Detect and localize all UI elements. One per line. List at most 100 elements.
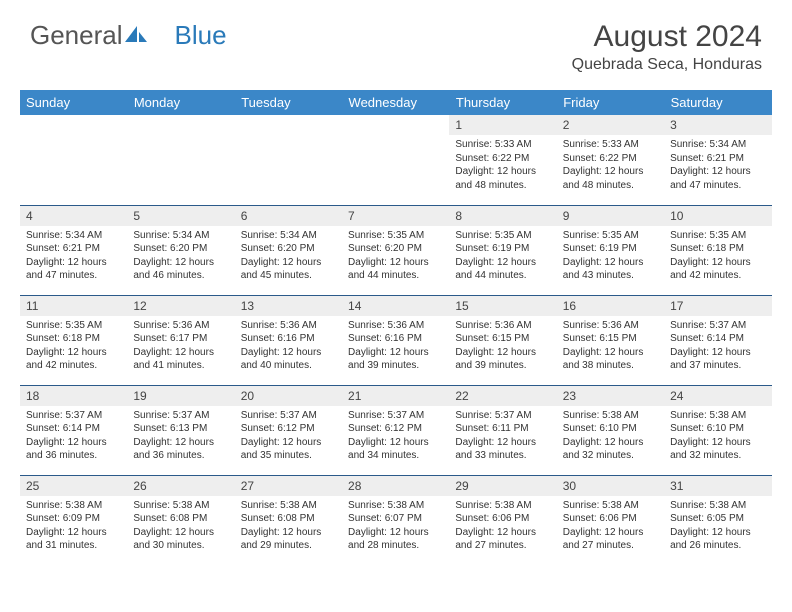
day-details: Sunrise: 5:34 AMSunset: 6:20 PMDaylight:…: [127, 226, 234, 286]
day-number: 25: [20, 476, 127, 496]
day-details: Sunrise: 5:34 AMSunset: 6:21 PMDaylight:…: [20, 226, 127, 286]
day-details: Sunrise: 5:35 AMSunset: 6:19 PMDaylight:…: [557, 226, 664, 286]
day-details: Sunrise: 5:34 AMSunset: 6:20 PMDaylight:…: [235, 226, 342, 286]
calendar-row: 25Sunrise: 5:38 AMSunset: 6:09 PMDayligh…: [20, 475, 772, 565]
day-details: Sunrise: 5:38 AMSunset: 6:07 PMDaylight:…: [342, 496, 449, 556]
day-details: Sunrise: 5:37 AMSunset: 6:13 PMDaylight:…: [127, 406, 234, 466]
month-title: August 2024: [572, 20, 762, 54]
day-number: 5: [127, 206, 234, 226]
calendar-cell: 23Sunrise: 5:38 AMSunset: 6:10 PMDayligh…: [557, 385, 664, 475]
day-number: 6: [235, 206, 342, 226]
day-number: 21: [342, 386, 449, 406]
calendar-cell: 26Sunrise: 5:38 AMSunset: 6:08 PMDayligh…: [127, 475, 234, 565]
day-details: Sunrise: 5:36 AMSunset: 6:17 PMDaylight:…: [127, 316, 234, 376]
day-number: 29: [449, 476, 556, 496]
calendar-cell: 25Sunrise: 5:38 AMSunset: 6:09 PMDayligh…: [20, 475, 127, 565]
day-number: 20: [235, 386, 342, 406]
calendar-cell: 27Sunrise: 5:38 AMSunset: 6:08 PMDayligh…: [235, 475, 342, 565]
day-details: Sunrise: 5:35 AMSunset: 6:20 PMDaylight:…: [342, 226, 449, 286]
day-details: Sunrise: 5:35 AMSunset: 6:19 PMDaylight:…: [449, 226, 556, 286]
calendar-row: 1Sunrise: 5:33 AMSunset: 6:22 PMDaylight…: [20, 115, 772, 205]
day-number: 1: [449, 115, 556, 135]
calendar-cell: 4Sunrise: 5:34 AMSunset: 6:21 PMDaylight…: [20, 205, 127, 295]
calendar-cell: 28Sunrise: 5:38 AMSunset: 6:07 PMDayligh…: [342, 475, 449, 565]
day-details: Sunrise: 5:36 AMSunset: 6:15 PMDaylight:…: [449, 316, 556, 376]
day-details: Sunrise: 5:38 AMSunset: 6:10 PMDaylight:…: [557, 406, 664, 466]
day-number: 31: [664, 476, 771, 496]
day-number: 7: [342, 206, 449, 226]
weekday-header-row: Sunday Monday Tuesday Wednesday Thursday…: [20, 90, 772, 115]
calendar-cell: 31Sunrise: 5:38 AMSunset: 6:05 PMDayligh…: [664, 475, 771, 565]
calendar-cell: 3Sunrise: 5:34 AMSunset: 6:21 PMDaylight…: [664, 115, 771, 205]
calendar-row: 4Sunrise: 5:34 AMSunset: 6:21 PMDaylight…: [20, 205, 772, 295]
day-number: 9: [557, 206, 664, 226]
day-details: Sunrise: 5:37 AMSunset: 6:14 PMDaylight:…: [20, 406, 127, 466]
day-details: Sunrise: 5:36 AMSunset: 6:15 PMDaylight:…: [557, 316, 664, 376]
day-number: 11: [20, 296, 127, 316]
calendar-cell: 18Sunrise: 5:37 AMSunset: 6:14 PMDayligh…: [20, 385, 127, 475]
calendar-cell: 20Sunrise: 5:37 AMSunset: 6:12 PMDayligh…: [235, 385, 342, 475]
weekday-header: Friday: [557, 90, 664, 115]
brand-part1: General: [30, 20, 123, 51]
calendar-cell: 6Sunrise: 5:34 AMSunset: 6:20 PMDaylight…: [235, 205, 342, 295]
day-details: Sunrise: 5:38 AMSunset: 6:06 PMDaylight:…: [449, 496, 556, 556]
day-number: 10: [664, 206, 771, 226]
brand-part2: Blue: [175, 20, 227, 51]
day-number: 17: [664, 296, 771, 316]
day-details: Sunrise: 5:37 AMSunset: 6:14 PMDaylight:…: [664, 316, 771, 376]
calendar-cell: 30Sunrise: 5:38 AMSunset: 6:06 PMDayligh…: [557, 475, 664, 565]
location-label: Quebrada Seca, Honduras: [572, 56, 762, 74]
day-details: Sunrise: 5:37 AMSunset: 6:11 PMDaylight:…: [449, 406, 556, 466]
day-number: 3: [664, 115, 771, 135]
day-number: 4: [20, 206, 127, 226]
day-details: Sunrise: 5:38 AMSunset: 6:10 PMDaylight:…: [664, 406, 771, 466]
day-details: Sunrise: 5:36 AMSunset: 6:16 PMDaylight:…: [342, 316, 449, 376]
weekday-header: Monday: [127, 90, 234, 115]
day-details: Sunrise: 5:33 AMSunset: 6:22 PMDaylight:…: [449, 135, 556, 195]
day-details: Sunrise: 5:38 AMSunset: 6:06 PMDaylight:…: [557, 496, 664, 556]
day-details: Sunrise: 5:38 AMSunset: 6:08 PMDaylight:…: [235, 496, 342, 556]
weekday-header: Wednesday: [342, 90, 449, 115]
day-number: 8: [449, 206, 556, 226]
calendar-cell: 10Sunrise: 5:35 AMSunset: 6:18 PMDayligh…: [664, 205, 771, 295]
day-number: 28: [342, 476, 449, 496]
day-number: 24: [664, 386, 771, 406]
calendar-cell: 1Sunrise: 5:33 AMSunset: 6:22 PMDaylight…: [449, 115, 556, 205]
weekday-header: Sunday: [20, 90, 127, 115]
calendar-cell: 21Sunrise: 5:37 AMSunset: 6:12 PMDayligh…: [342, 385, 449, 475]
calendar-cell: 2Sunrise: 5:33 AMSunset: 6:22 PMDaylight…: [557, 115, 664, 205]
calendar-cell: 24Sunrise: 5:38 AMSunset: 6:10 PMDayligh…: [664, 385, 771, 475]
day-details: Sunrise: 5:37 AMSunset: 6:12 PMDaylight:…: [235, 406, 342, 466]
calendar-cell: 22Sunrise: 5:37 AMSunset: 6:11 PMDayligh…: [449, 385, 556, 475]
title-block: August 2024 Quebrada Seca, Honduras: [572, 20, 762, 74]
day-number: 2: [557, 115, 664, 135]
day-number: 27: [235, 476, 342, 496]
calendar-cell: [235, 115, 342, 205]
weekday-header: Saturday: [664, 90, 771, 115]
calendar-row: 18Sunrise: 5:37 AMSunset: 6:14 PMDayligh…: [20, 385, 772, 475]
calendar-cell: [20, 115, 127, 205]
day-details: Sunrise: 5:33 AMSunset: 6:22 PMDaylight:…: [557, 135, 664, 195]
calendar-cell: [127, 115, 234, 205]
calendar-cell: 15Sunrise: 5:36 AMSunset: 6:15 PMDayligh…: [449, 295, 556, 385]
calendar-cell: 7Sunrise: 5:35 AMSunset: 6:20 PMDaylight…: [342, 205, 449, 295]
day-number: 22: [449, 386, 556, 406]
day-number: 30: [557, 476, 664, 496]
day-details: Sunrise: 5:35 AMSunset: 6:18 PMDaylight:…: [20, 316, 127, 376]
calendar-cell: 19Sunrise: 5:37 AMSunset: 6:13 PMDayligh…: [127, 385, 234, 475]
day-details: Sunrise: 5:35 AMSunset: 6:18 PMDaylight:…: [664, 226, 771, 286]
calendar-cell: 16Sunrise: 5:36 AMSunset: 6:15 PMDayligh…: [557, 295, 664, 385]
day-details: Sunrise: 5:38 AMSunset: 6:05 PMDaylight:…: [664, 496, 771, 556]
day-number: 19: [127, 386, 234, 406]
calendar-cell: 17Sunrise: 5:37 AMSunset: 6:14 PMDayligh…: [664, 295, 771, 385]
sail-icon: [125, 20, 147, 51]
weekday-header: Tuesday: [235, 90, 342, 115]
day-number: 23: [557, 386, 664, 406]
day-number: 18: [20, 386, 127, 406]
calendar-cell: 9Sunrise: 5:35 AMSunset: 6:19 PMDaylight…: [557, 205, 664, 295]
calendar-cell: [342, 115, 449, 205]
day-details: Sunrise: 5:36 AMSunset: 6:16 PMDaylight:…: [235, 316, 342, 376]
day-details: Sunrise: 5:38 AMSunset: 6:09 PMDaylight:…: [20, 496, 127, 556]
calendar-row: 11Sunrise: 5:35 AMSunset: 6:18 PMDayligh…: [20, 295, 772, 385]
calendar-cell: 14Sunrise: 5:36 AMSunset: 6:16 PMDayligh…: [342, 295, 449, 385]
